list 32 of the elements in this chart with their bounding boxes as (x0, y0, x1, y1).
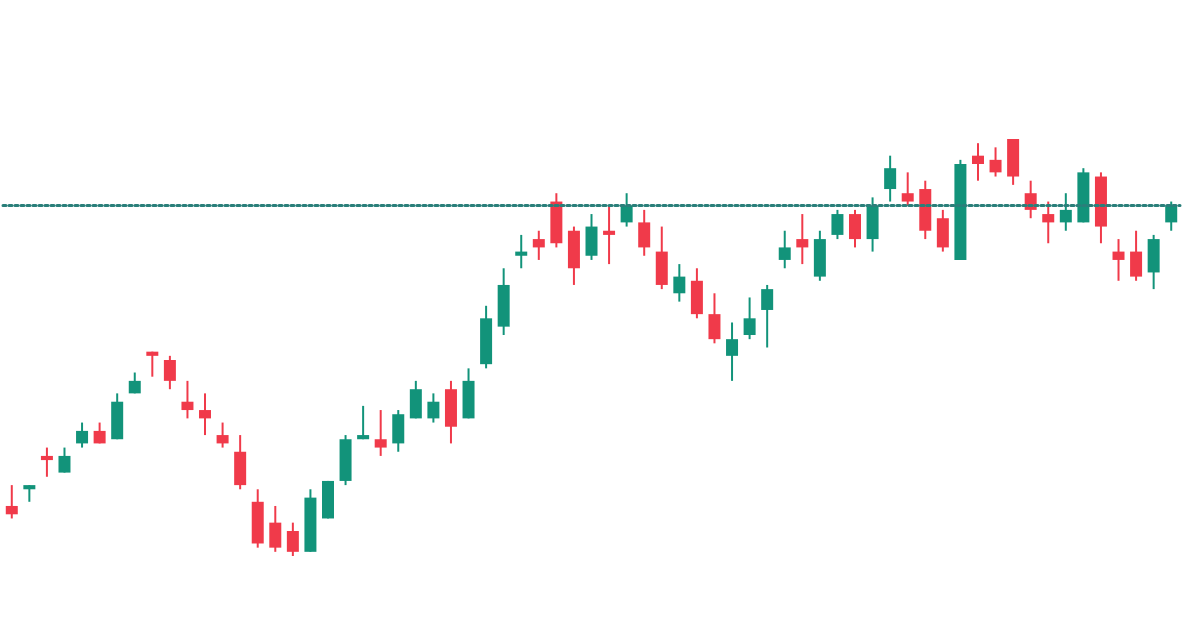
candlestick (163, 354, 176, 391)
candlestick (286, 521, 299, 557)
candlestick (40, 446, 53, 478)
candlestick (620, 192, 633, 228)
candlestick (146, 350, 159, 378)
candlestick (1059, 192, 1072, 232)
candlestick (181, 379, 194, 420)
candlestick (761, 283, 774, 349)
candlestick (1042, 200, 1055, 245)
candlestick (603, 204, 616, 266)
candlestick (374, 409, 387, 457)
candlestick (357, 404, 370, 441)
candlestick (1112, 238, 1125, 282)
candlestick (216, 421, 229, 449)
candlestick (901, 171, 914, 207)
candlestick (726, 321, 739, 382)
candlestick (199, 392, 212, 437)
candlestick (427, 392, 440, 424)
candlestick (673, 263, 686, 303)
candlestick (5, 484, 18, 520)
candlestick (58, 446, 71, 474)
candlestick (515, 233, 528, 270)
candlestick (532, 229, 545, 261)
candlestick (831, 208, 844, 241)
candlestick (796, 213, 809, 266)
candlestick (884, 154, 897, 203)
candlestick (989, 146, 1002, 178)
candlestick (971, 142, 984, 182)
candlestick (778, 229, 791, 270)
candlestick (76, 421, 89, 449)
candlestick (1165, 200, 1178, 232)
candlestick (743, 296, 756, 341)
